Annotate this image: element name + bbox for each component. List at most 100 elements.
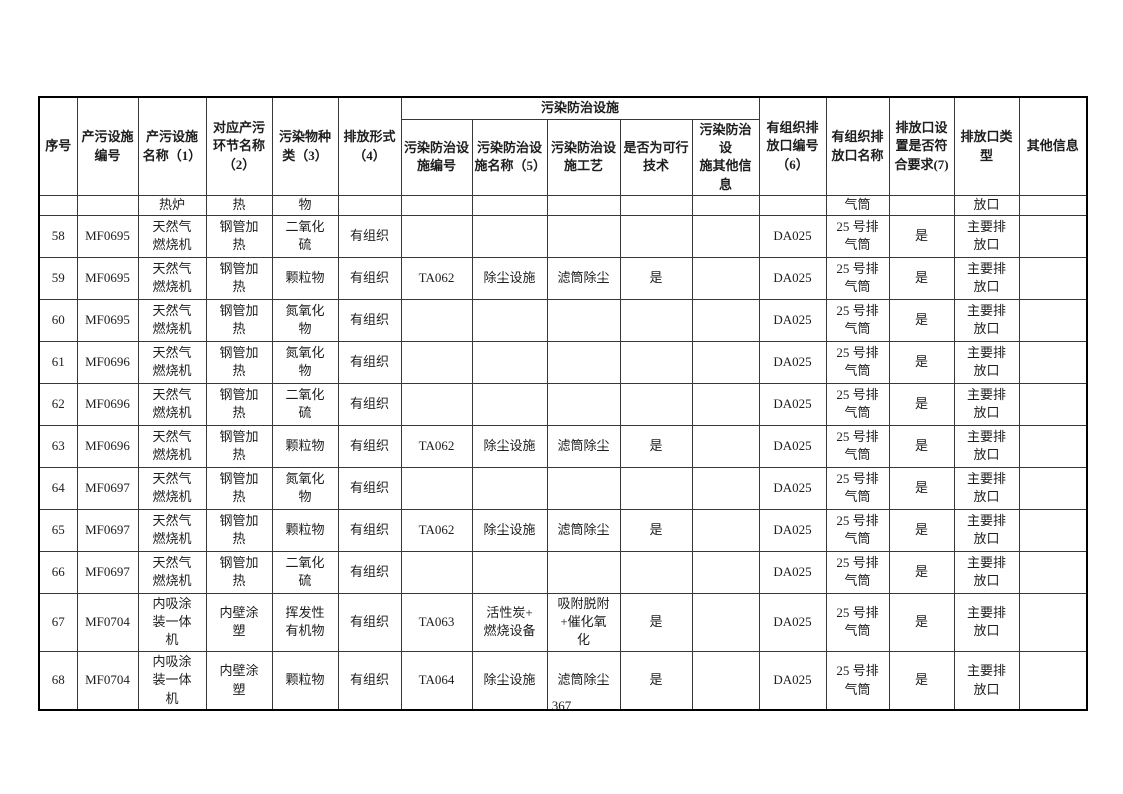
table-cell: 63 bbox=[38, 424, 78, 468]
table-cell: 钢管加 热 bbox=[205, 382, 273, 426]
table-cell: 天然气 燃烧机 bbox=[137, 214, 207, 258]
table-cell: 颗粒物 bbox=[271, 508, 339, 552]
table-cell bbox=[1018, 592, 1088, 652]
col-header-feasible-technology: 是否为可行 技术 bbox=[619, 118, 693, 197]
table-cell: 钢管加 热 bbox=[205, 550, 273, 594]
table-cell bbox=[1018, 214, 1088, 258]
table-cell: 内吸涂 装一体 机 bbox=[137, 650, 207, 711]
table-cell: 天然气 燃烧机 bbox=[137, 256, 207, 300]
col-header-control-facility-process: 污染防治设 施工艺 bbox=[546, 118, 621, 197]
table-cell: 挥发性 有机物 bbox=[271, 592, 339, 652]
table-row: 64 MF0697 天然气 燃烧机 钢管加 热氮氧化 物有组织 DA025 25 号排 气… bbox=[38, 466, 1088, 510]
table-cell: 25 号排 气筒 bbox=[825, 550, 890, 594]
table-row: 68 MF0704 内吸涂 装一体 机内壁涂 塑颗粒物 有组织 TA064 除尘设施 滤筒除… bbox=[38, 650, 1088, 711]
col-header-facility-id: 产污设施 编号 bbox=[76, 96, 139, 197]
table-cell: 25 号排 气筒 bbox=[825, 508, 890, 552]
table-cell: 内壁涂 塑 bbox=[205, 650, 273, 711]
table-cell bbox=[691, 340, 760, 384]
table-cell bbox=[691, 508, 760, 552]
table-cell bbox=[471, 298, 548, 342]
table-cell: 67 bbox=[38, 592, 78, 652]
col-header-pollutant-type: 污染物种 类（3） bbox=[271, 96, 339, 197]
table-cell bbox=[38, 195, 78, 216]
table-cell: MF0704 bbox=[76, 650, 139, 711]
table-cell bbox=[1018, 298, 1088, 342]
table-cell: 热 bbox=[205, 195, 273, 216]
table-cell: 25 号排 气筒 bbox=[825, 424, 890, 468]
table-cell: 主要排 放口 bbox=[953, 508, 1020, 552]
table-cell: 是 bbox=[619, 592, 693, 652]
table-cell: 钢管加 热 bbox=[205, 340, 273, 384]
col-header-control-facility-other-info: 污染防治设 施其他信息 bbox=[691, 118, 760, 197]
table-cell bbox=[1018, 195, 1088, 216]
col-header-other-info: 其他信息 bbox=[1018, 96, 1088, 197]
table-cell: 主要排 放口 bbox=[953, 340, 1020, 384]
table-cell: 活性炭+ 燃烧设备 bbox=[471, 592, 548, 652]
table-cell bbox=[1018, 340, 1088, 384]
table-cell: 有组织 bbox=[337, 424, 402, 468]
table-cell: TA062 bbox=[400, 256, 473, 300]
table-cell: 主要排 放口 bbox=[953, 382, 1020, 426]
table-cell: 除尘设施 bbox=[471, 256, 548, 300]
table-cell bbox=[471, 340, 548, 384]
table-row: 66 MF0697 天然气 燃烧机 钢管加 热二氧化 硫有组织 DA025 25 号排 气… bbox=[38, 550, 1088, 594]
table-cell bbox=[471, 214, 548, 258]
table-cell: 钢管加 热 bbox=[205, 214, 273, 258]
table-cell: 钢管加 热 bbox=[205, 298, 273, 342]
table-cell: 内吸涂 装一体 机 bbox=[137, 592, 207, 652]
table-cell: 58 bbox=[38, 214, 78, 258]
table-cell: 是 bbox=[888, 382, 955, 426]
col-group-pollution-control-facilities: 污染防治设施 bbox=[400, 96, 760, 120]
table-cell: 有组织 bbox=[337, 382, 402, 426]
table-cell bbox=[619, 214, 693, 258]
table-cell bbox=[1018, 650, 1088, 711]
col-header-seq-no: 序号 bbox=[38, 96, 78, 197]
table-cell: DA025 bbox=[758, 340, 827, 384]
table-cell: 滤筒除尘 bbox=[546, 508, 621, 552]
table-cell: 气筒 bbox=[825, 195, 890, 216]
table-cell: 二氧化 硫 bbox=[271, 550, 339, 594]
table-cell: 61 bbox=[38, 340, 78, 384]
table-row: 58 MF0695 天然气 燃烧机 钢管加 热二氧化 硫有组织 DA025 25 号排 气… bbox=[38, 214, 1088, 258]
table-cell: 59 bbox=[38, 256, 78, 300]
table-cell: DA025 bbox=[758, 592, 827, 652]
table-cell bbox=[76, 195, 139, 216]
table-cell: 是 bbox=[619, 508, 693, 552]
table-cell bbox=[471, 382, 548, 426]
table-row: 61 MF0696 天然气 燃烧机 钢管加 热氮氧化 物有组织 DA025 25 号排 气… bbox=[38, 340, 1088, 384]
table-cell bbox=[471, 466, 548, 510]
table-cell: MF0697 bbox=[76, 550, 139, 594]
table-cell: 主要排 放口 bbox=[953, 466, 1020, 510]
table-cell: 天然气 燃烧机 bbox=[137, 466, 207, 510]
table-cell: 有组织 bbox=[337, 550, 402, 594]
table-cell: 25 号排 气筒 bbox=[825, 466, 890, 510]
table-cell: MF0696 bbox=[76, 340, 139, 384]
table-cell: DA025 bbox=[758, 650, 827, 711]
table-cell: 天然气 燃烧机 bbox=[137, 508, 207, 552]
table-row: 65 MF0697 天然气 燃烧机 钢管加 热颗粒物 有组织 TA062 除尘设施 滤筒除尘是… bbox=[38, 508, 1088, 552]
pollution-facility-table: 序号 产污设施 编号 产污设施 名称（1） 对应产污 环节名称 （2） 污染物种… bbox=[38, 96, 1089, 712]
table-cell: 天然气 燃烧机 bbox=[137, 340, 207, 384]
table-cell: DA025 bbox=[758, 382, 827, 426]
table-cell: 有组织 bbox=[337, 592, 402, 652]
table-cell bbox=[546, 382, 621, 426]
table-cell bbox=[691, 592, 760, 652]
col-header-organized-outlet-id: 有组织排 放口编号 （6） bbox=[758, 96, 827, 197]
table-cell: 是 bbox=[888, 298, 955, 342]
table-row: 60 MF0695 天然气 燃烧机 钢管加 热氮氧化 物有组织 DA025 25 号排 气… bbox=[38, 298, 1088, 342]
header-row-sub: 污染防治设 施编号 污染防治设 施名称（5） 污染防治设 施工艺 是否为可行 技… bbox=[39, 118, 1087, 197]
table-cell: 滤筒除尘 bbox=[546, 650, 621, 711]
table-cell: DA025 bbox=[758, 550, 827, 594]
table-cell: 是 bbox=[888, 340, 955, 384]
table-cell: 主要排 放口 bbox=[953, 214, 1020, 258]
table-header: 序号 产污设施 编号 产污设施 名称（1） 对应产污 环节名称 （2） 污染物种… bbox=[38, 96, 1088, 197]
col-header-outlet-compliance: 排放口设 置是否符 合要求(7) bbox=[888, 96, 955, 197]
carryover-row: 热炉热物 气筒 放口 bbox=[38, 195, 1088, 216]
table-cell bbox=[691, 382, 760, 426]
table-cell: TA064 bbox=[400, 650, 473, 711]
table-cell bbox=[400, 298, 473, 342]
table-cell: 有组织 bbox=[337, 256, 402, 300]
table-cell: 是 bbox=[888, 466, 955, 510]
col-header-process-step-name: 对应产污 环节名称 （2） bbox=[205, 96, 273, 197]
